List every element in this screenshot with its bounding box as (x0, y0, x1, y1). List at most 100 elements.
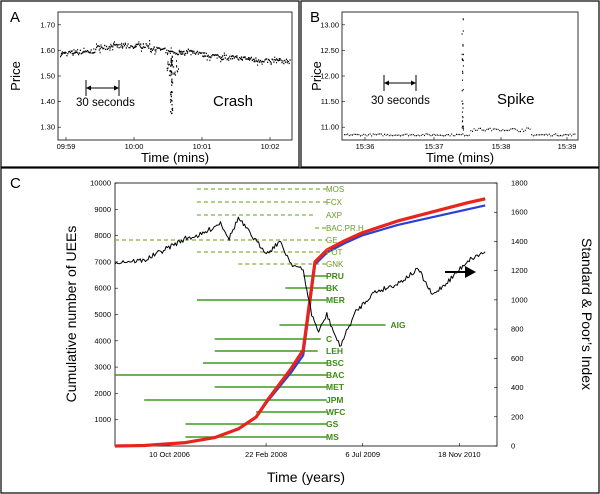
panel-c-company-lines (115, 188, 386, 438)
panel-b-frame (300, 0, 600, 168)
panel-c-left-tick-label: 3000 (94, 363, 111, 372)
panel-c-right-tick-label: 1400 (511, 237, 528, 246)
panel-a-crash-points (166, 55, 179, 115)
panel-c-left-axis-title: Cumulative number of UEEs (63, 226, 79, 403)
company-solid-label: BK (326, 283, 339, 293)
panel-b-interval-arrow (383, 75, 417, 91)
panel-a-y-tick-label: 1.70 (40, 20, 55, 29)
panel-c-left-tick-label: 6000 (94, 284, 111, 293)
panel-c-right-tick-label: 1200 (511, 266, 528, 275)
company-solid-label: PRU (326, 271, 344, 281)
company-dashed-label: GNK (326, 260, 344, 269)
panel-c-left-tick-label: 4000 (94, 336, 111, 345)
panel-c-right-y-ticks: 0 200 400 600 800 1000 1200 1400 1600 1800 (494, 179, 528, 451)
panel-b-x-tick-label: 15:39 (558, 142, 577, 151)
panel-c-frame (0, 167, 600, 494)
company-solid-label: MET (326, 382, 345, 392)
right-axis-arrow (445, 266, 476, 278)
panel-a-y-axis-title: Price (8, 61, 23, 91)
series-line (114, 204, 486, 448)
panel-a-x-tick-label: 10:00 (125, 142, 144, 151)
panel-a-plot-area (57, 11, 293, 141)
company-solid-label: AIG (391, 320, 407, 330)
panel-b-y-axis-title: Price (309, 61, 324, 91)
company-dashed-label: AXP (326, 211, 342, 220)
company-solid-label: BSC (326, 358, 344, 368)
panel-b-y-tick-label: 13.00 (320, 20, 339, 29)
panel-c-left-y-ticks: 1000 2000 3000 4000 5000 6000 7000 8000 9000 1000… (90, 179, 118, 424)
panel-b-spike-label: Spike (497, 91, 535, 108)
panel-c-left-tick-label: 9000 (94, 205, 111, 214)
panel-a-letter: A (10, 9, 20, 26)
panel-a-x-tick-label: 10:01 (193, 142, 212, 151)
panel-c-right-axis-title: Standard & Poor’s Index (579, 238, 595, 390)
panel-b-x-ticks: 15:36 15:37 15:38 15:39 (356, 137, 577, 151)
panel-a-x-axis-title: Time (mins) (141, 150, 209, 165)
panel-a-price-trace (60, 40, 291, 115)
panel-c-series (114, 197, 486, 448)
company-solid-label: MER (326, 295, 345, 305)
panel-a-x-tick-label: 09:59 (57, 142, 76, 151)
company-solid-label: MS (326, 432, 339, 442)
panel-b-x-tick-label: 15:36 (356, 142, 375, 151)
panel-c-x-axis-title: Time (years) (267, 469, 345, 485)
company-dashed-label: BAC.PR.H (326, 224, 364, 233)
company-solid-label: WFC (326, 407, 345, 417)
panel-c-right-tick-label: 200 (511, 412, 524, 421)
panel-a-interval-arrow (85, 80, 120, 96)
panel-a-y-ticks: 1.30 1.40 1.50 1.60 1.70 (40, 20, 61, 132)
panel-a-interval-label: 30 seconds (76, 97, 135, 109)
panel-c-letter: C (10, 175, 21, 192)
panel-c-right-tick-label: 1600 (511, 208, 528, 217)
panel-b-letter: B (310, 9, 320, 26)
panel-c-right-tick-label: 1000 (511, 295, 528, 304)
panel-a-y-tick-label: 1.30 (40, 123, 55, 132)
panel-c-left-tick-label: 10000 (90, 179, 111, 188)
panel-b-y-ticks: 11.00 11.50 12.00 12.50 13.00 (320, 20, 345, 132)
panel-c-left-tick-label: 2000 (94, 389, 111, 398)
panel-c-right-tick-label: 600 (511, 354, 524, 363)
panel-c-left-tick-label: 8000 (94, 231, 111, 240)
panel-b-y-tick-label: 12.50 (320, 46, 339, 55)
panel-c-right-tick-label: 400 (511, 383, 524, 392)
panel-b-y-tick-label: 12.00 (320, 72, 339, 81)
company-dashed-label: POT (326, 248, 343, 257)
panel-b-x-axis-title: Time (mins) (426, 150, 494, 165)
panel-b-y-tick-label: 11.00 (321, 123, 339, 132)
panel-c-plot-area (114, 182, 498, 447)
panel-c-left-tick-label: 5000 (94, 310, 111, 319)
company-solid-label: JPM (326, 395, 343, 405)
panel-b-plot-area (341, 11, 579, 141)
panel-c-x-tick-label: 22 Feb 2008 (245, 450, 287, 459)
panel-a-y-tick-label: 1.40 (40, 97, 55, 106)
panel-b-x-tick-label: 15:37 (425, 142, 444, 151)
panel-b-price-points (344, 127, 576, 137)
panel-c-left-tick-label: 1000 (94, 415, 111, 424)
panel-c-x-tick-label: 6 Jul 2009 (345, 450, 380, 459)
panel-b-x-tick-label: 15:38 (492, 142, 511, 151)
company-dashed-label: FCX (326, 198, 343, 207)
panel-c-company-labels: MOS FCX AXP BAC.PR.H GE POT GNK PRU BK MER AIG C LEH… (326, 185, 406, 442)
panel-b-spike-points (461, 18, 464, 131)
panel-b-y-tick-label: 11.50 (321, 97, 339, 106)
panel-c-right-tick-label: 800 (511, 325, 524, 334)
panel-c-x-ticks: 10 Oct 2006 22 Feb 2008 6 Jul 2009 18 Nov 2… (149, 443, 481, 459)
panel-a-crash-label: Crash (213, 93, 253, 110)
panel-c-right-tick-label: 1800 (511, 179, 528, 188)
company-dashed-label: MOS (326, 185, 344, 194)
series-line (114, 197, 486, 448)
company-solid-label: C (326, 334, 332, 344)
panel-a-y-tick-label: 1.50 (40, 72, 55, 81)
panel-a-y-tick-label: 1.60 (40, 46, 55, 55)
company-solid-label: BAC (326, 370, 344, 380)
company-solid-label: GS (326, 419, 339, 429)
panel-c-x-tick-label: 18 Nov 2010 (438, 450, 481, 459)
company-dashed-label: GE (326, 236, 338, 245)
company-solid-label: LEH (326, 346, 343, 356)
panel-b-price-trace (344, 18, 576, 137)
panel-a-frame (0, 0, 300, 168)
series-line (114, 216, 486, 347)
panel-a-x-ticks: 09:59 10:00 10:01 10:02 (57, 137, 279, 151)
